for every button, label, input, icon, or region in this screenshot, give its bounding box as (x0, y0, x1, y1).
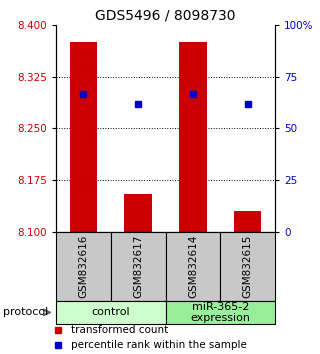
Bar (124, 194, 152, 232)
Text: transformed count: transformed count (71, 325, 169, 335)
Text: protocol: protocol (3, 307, 48, 318)
Bar (220, 232, 275, 301)
Bar (111, 232, 166, 301)
Text: miR-365-2
expression: miR-365-2 expression (190, 302, 250, 323)
Text: GSM832615: GSM832615 (243, 235, 253, 298)
Bar (56, 232, 111, 301)
Title: GDS5496 / 8098730: GDS5496 / 8098730 (95, 8, 236, 22)
Bar (56, 301, 166, 324)
Text: GSM832617: GSM832617 (133, 235, 143, 298)
Text: percentile rank within the sample: percentile rank within the sample (71, 339, 247, 350)
Bar (234, 211, 261, 232)
Bar (166, 232, 220, 301)
Text: control: control (92, 307, 130, 318)
Text: GSM832614: GSM832614 (188, 235, 198, 298)
Bar (166, 301, 275, 324)
Bar (70, 42, 97, 232)
Bar (179, 42, 207, 232)
Text: GSM832616: GSM832616 (78, 235, 88, 298)
